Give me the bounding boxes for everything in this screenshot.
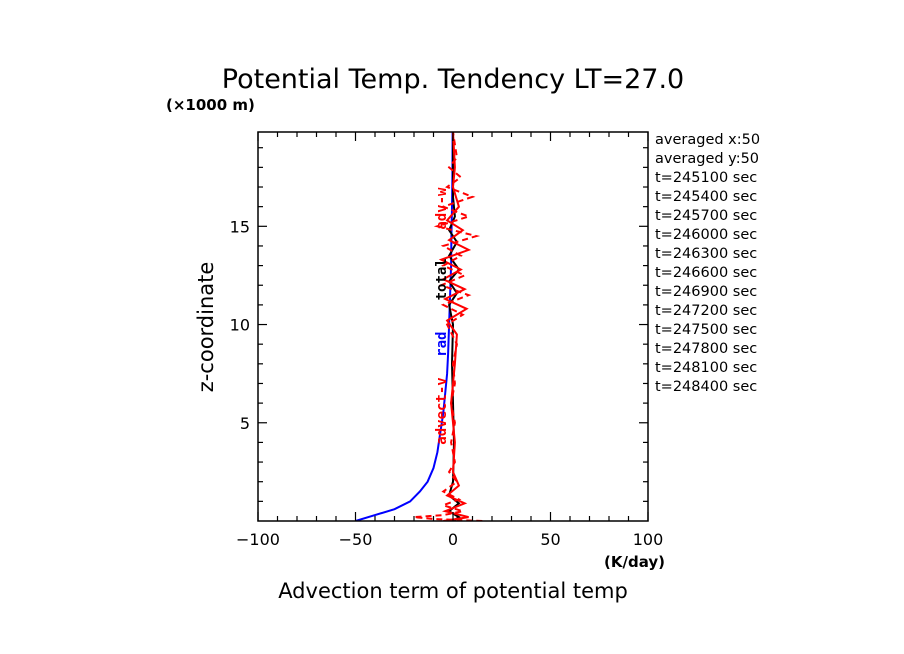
info-line: t=246300 sec: [655, 246, 757, 262]
x-tick-label: 0: [448, 530, 458, 549]
info-line: t=245700 sec: [655, 208, 757, 224]
x-axis-unit: (K/day): [604, 553, 665, 571]
info-line: t=246600 sec: [655, 265, 757, 281]
info-line: t=245400 sec: [655, 189, 757, 205]
y-tick-label: 10: [230, 316, 250, 335]
series-label-rad: rad: [434, 332, 450, 357]
y-tick-label: 5: [240, 414, 250, 433]
plot-area: rad total advect-v adv-w −100 −50 0 50 100 5 10 15: [230, 131, 664, 549]
y-axis-unit: (×1000 m): [166, 96, 255, 114]
info-line: averaged x:50: [655, 132, 760, 148]
chart-title: Potential Temp. Tendency LT=27.0: [222, 64, 684, 95]
series-label-advect-v: advect-v: [434, 377, 450, 444]
series-line-advect-total: [447, 132, 461, 521]
x-tick-label: −50: [339, 530, 373, 549]
info-line: t=246000 sec: [655, 227, 757, 243]
y-tick-label: 15: [230, 217, 250, 236]
info-panel: averaged x:50 averaged y:50 t=245100 sec t=…: [655, 132, 760, 395]
info-line: t=245100 sec: [655, 170, 757, 186]
y-axis-label: z-coordinate: [194, 262, 218, 393]
info-line: t=248100 sec: [655, 360, 757, 376]
series-line-advect-w: [438, 132, 472, 521]
series-label-total: total: [434, 258, 450, 300]
x-tick-label: 100: [633, 530, 664, 549]
info-line: averaged y:50: [655, 151, 759, 167]
series-group: [355, 132, 483, 521]
info-line: t=246900 sec: [655, 284, 757, 300]
series-label-adv-w: adv-w: [434, 187, 450, 230]
x-tick-label: −100: [236, 530, 280, 549]
x-tick-label: 50: [540, 530, 560, 549]
info-line: t=247200 sec: [655, 303, 757, 319]
info-line: t=248400 sec: [655, 379, 757, 395]
info-line: t=247500 sec: [655, 322, 757, 338]
x-axis-label: Advection term of potential temp: [278, 579, 628, 603]
info-line: t=247800 sec: [655, 341, 757, 357]
